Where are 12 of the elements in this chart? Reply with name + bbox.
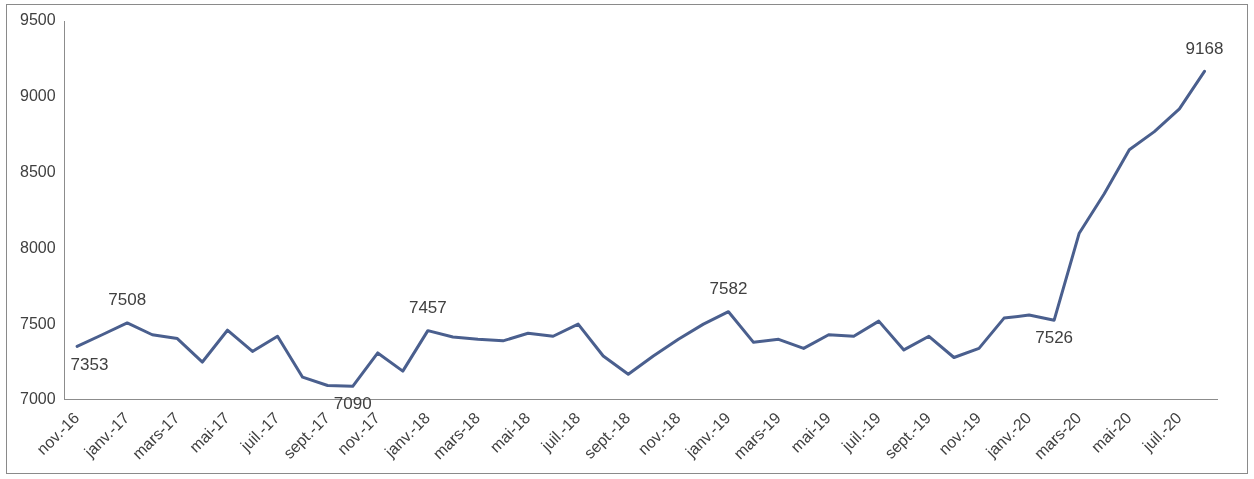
y-tick-label: 8000 xyxy=(20,238,56,256)
data-label: 9168 xyxy=(1185,38,1224,58)
data-label: 7526 xyxy=(1035,328,1074,348)
y-tick-label: 7000 xyxy=(20,390,56,408)
data-label: 7508 xyxy=(108,290,147,310)
y-tick-label: 8500 xyxy=(20,162,56,180)
y-tick-label: 9000 xyxy=(20,87,56,105)
data-label: 7582 xyxy=(709,278,748,298)
y-tick-label: 7500 xyxy=(20,314,56,332)
y-tick-label: 9500 xyxy=(20,11,56,29)
data-label: 7353 xyxy=(70,354,109,374)
data-label: 7457 xyxy=(408,297,447,317)
